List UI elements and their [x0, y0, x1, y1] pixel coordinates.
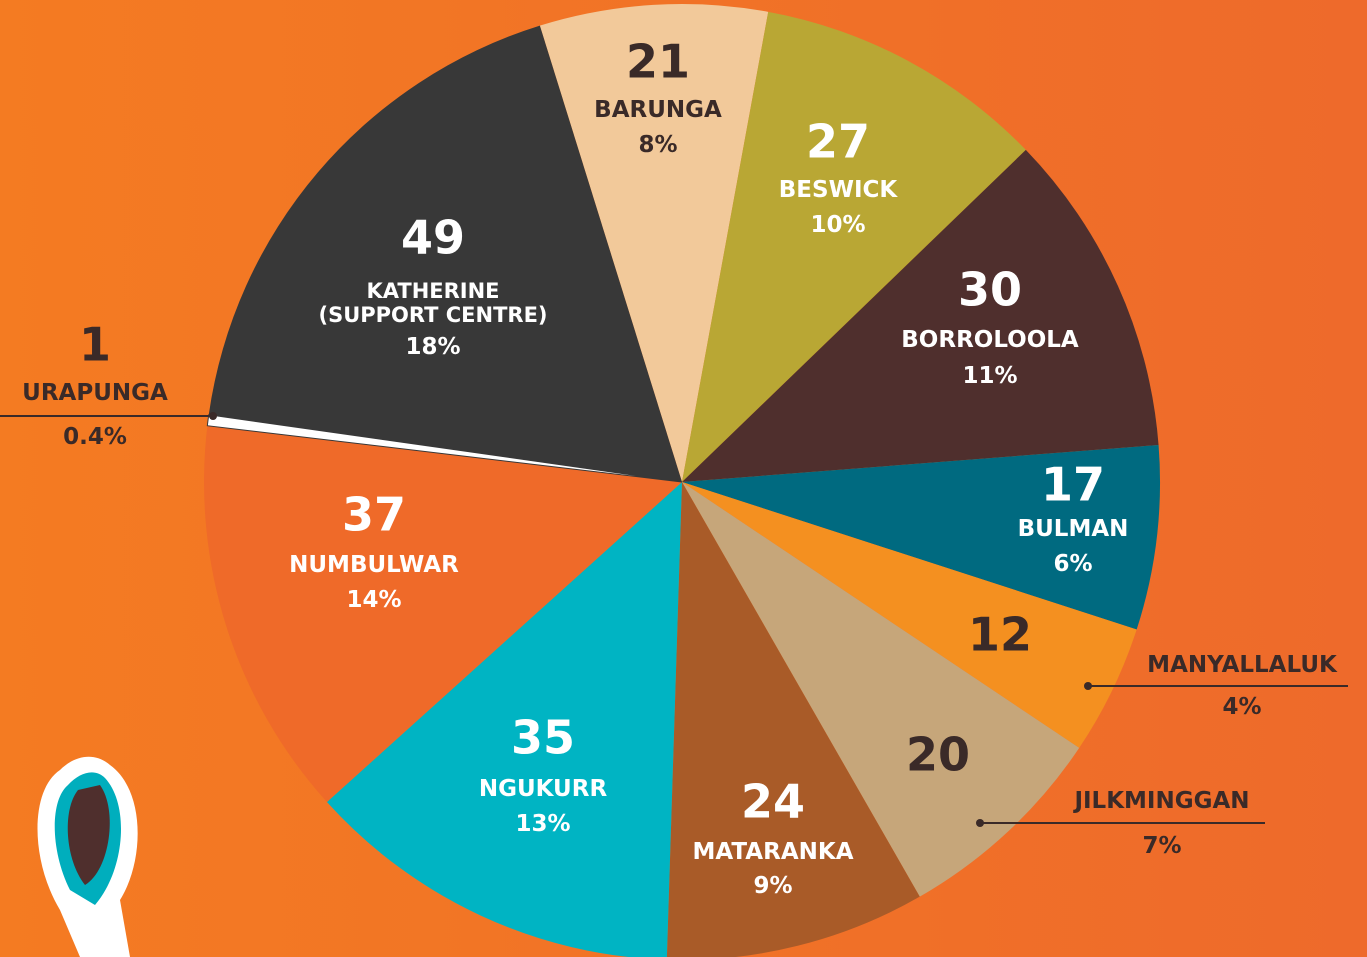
share-label: 7%: [1142, 833, 1181, 859]
share-label: 11%: [962, 363, 1017, 389]
share-label: 13%: [515, 811, 570, 837]
share-label: 8%: [638, 132, 677, 158]
figure-decoration: [38, 757, 138, 957]
share-label: 10%: [810, 212, 865, 238]
value-label: 27: [806, 116, 870, 169]
category-label: MANYALLALUK: [1147, 652, 1337, 678]
value-label: 1: [79, 319, 111, 372]
share-label: 14%: [346, 587, 401, 613]
page: {"chart_data": {"type": "pie", "categori…: [0, 0, 1367, 957]
value-label: 30: [958, 264, 1022, 317]
share-label: 9%: [753, 873, 792, 899]
category-label: NGUKURR: [479, 776, 607, 802]
value-label: 35: [511, 712, 575, 765]
share-label: 4%: [1222, 694, 1261, 720]
category-label: BESWICK: [779, 177, 897, 203]
value-label: 49: [401, 212, 465, 265]
leader-dot: [209, 412, 217, 420]
category-label: NUMBULWAR: [289, 552, 459, 578]
leader-dot: [1084, 682, 1092, 690]
category-label: BORROLOOLA: [901, 327, 1078, 353]
category-label: MATARANKA: [693, 839, 854, 865]
share-label: 6%: [1053, 551, 1092, 577]
value-label: 21: [626, 36, 690, 89]
value-label: 37: [342, 489, 406, 542]
category-label: KATHERINE (SUPPORT CENTRE): [318, 279, 547, 327]
value-label: 20: [906, 729, 970, 782]
value-label: 17: [1041, 459, 1105, 512]
category-label: URAPUNGA: [22, 380, 168, 406]
category-label: BULMAN: [1018, 516, 1129, 542]
value-label: 24: [741, 776, 805, 829]
value-label: 12: [968, 609, 1032, 662]
category-label: JILKMINGGAN: [1074, 788, 1249, 814]
category-label: BARUNGA: [594, 97, 722, 123]
share-label: 18%: [405, 334, 460, 360]
leader-dot: [976, 819, 984, 827]
share-label: 0.4%: [63, 424, 127, 450]
